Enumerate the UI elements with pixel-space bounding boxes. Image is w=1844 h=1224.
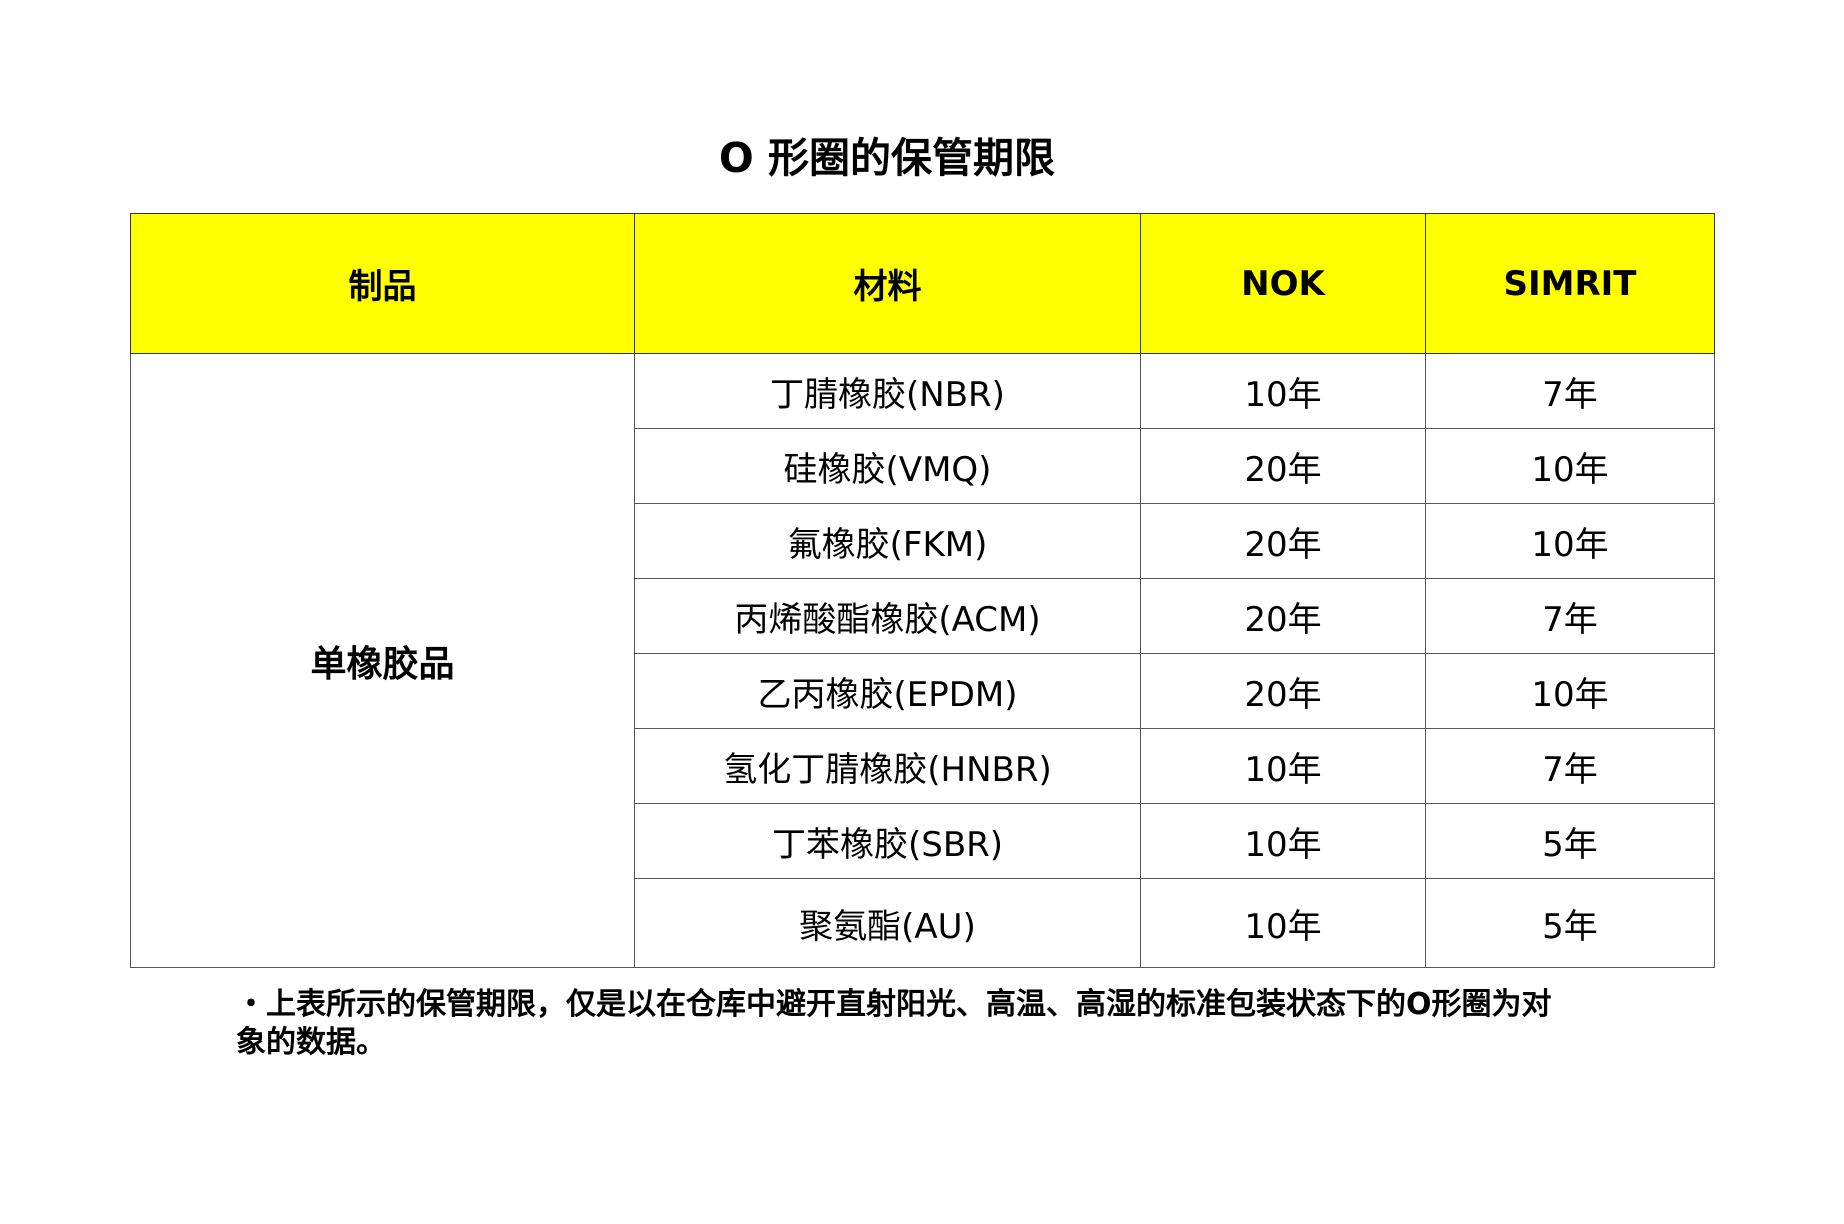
table-row: 硅橡胶(VMQ) 20年 10年 bbox=[131, 428, 1715, 504]
header-product: 制品 bbox=[130, 213, 635, 354]
simrit-cell: 7年 bbox=[1425, 728, 1715, 804]
nok-cell: 20年 bbox=[1140, 653, 1426, 729]
simrit-cell: 10年 bbox=[1425, 503, 1715, 579]
footnote: ・上表所示的保管期限，仅是以在仓库中避开直射阳光、高温、高湿的标准包装状态下的O… bbox=[236, 987, 1552, 1060]
simrit-cell: 10年 bbox=[1425, 428, 1715, 504]
nok-cell: 10年 bbox=[1140, 728, 1426, 804]
nok-cell: 10年 bbox=[1140, 878, 1426, 968]
nok-cell: 20年 bbox=[1140, 578, 1426, 654]
material-cell: 聚氨酯(AU) bbox=[634, 878, 1141, 968]
nok-cell: 20年 bbox=[1140, 428, 1426, 504]
header-material: 材料 bbox=[634, 213, 1141, 354]
material-cell: 硅橡胶(VMQ) bbox=[634, 428, 1141, 504]
nok-cell: 10年 bbox=[1140, 803, 1426, 879]
material-cell: 氟橡胶(FKM) bbox=[634, 503, 1141, 579]
material-cell: 丁苯橡胶(SBR) bbox=[634, 803, 1141, 879]
simrit-cell: 10年 bbox=[1425, 653, 1715, 729]
header-simrit: SIMRIT bbox=[1425, 213, 1715, 354]
product-cell: 单橡胶品 bbox=[130, 353, 635, 968]
simrit-cell: 5年 bbox=[1425, 803, 1715, 879]
table-row: 乙丙橡胶(EPDM) 20年 10年 bbox=[131, 653, 1715, 729]
header-nok: NOK bbox=[1140, 213, 1426, 354]
nok-cell: 20年 bbox=[1140, 503, 1426, 579]
nok-cell: 10年 bbox=[1140, 353, 1426, 429]
table-row: 聚氨酯(AU) 10年 5年 bbox=[131, 878, 1715, 968]
material-cell: 氢化丁腈橡胶(HNBR) bbox=[634, 728, 1141, 804]
table-header-row: 制品 材料 NOK SIMRIT bbox=[130, 213, 1715, 354]
table-row: 丁苯橡胶(SBR) 10年 5年 bbox=[131, 803, 1715, 879]
material-cell: 乙丙橡胶(EPDM) bbox=[634, 653, 1141, 729]
simrit-cell: 5年 bbox=[1425, 878, 1715, 968]
storage-period-table: 制品 材料 NOK SIMRIT 单橡胶品 丁腈橡胶(NBR) 10年 7年 硅橡胶(V… bbox=[130, 213, 1715, 968]
material-cell: 丙烯酸酯橡胶(ACM) bbox=[634, 578, 1141, 654]
page-title: O 形圈的保管期限 bbox=[718, 134, 1056, 182]
material-cell: 丁腈橡胶(NBR) bbox=[634, 353, 1141, 429]
simrit-cell: 7年 bbox=[1425, 353, 1715, 429]
table-row: 氢化丁腈橡胶(HNBR) 10年 7年 bbox=[131, 728, 1715, 804]
table-row: 单橡胶品 丁腈橡胶(NBR) 10年 7年 bbox=[130, 353, 1715, 968]
simrit-cell: 7年 bbox=[1425, 578, 1715, 654]
